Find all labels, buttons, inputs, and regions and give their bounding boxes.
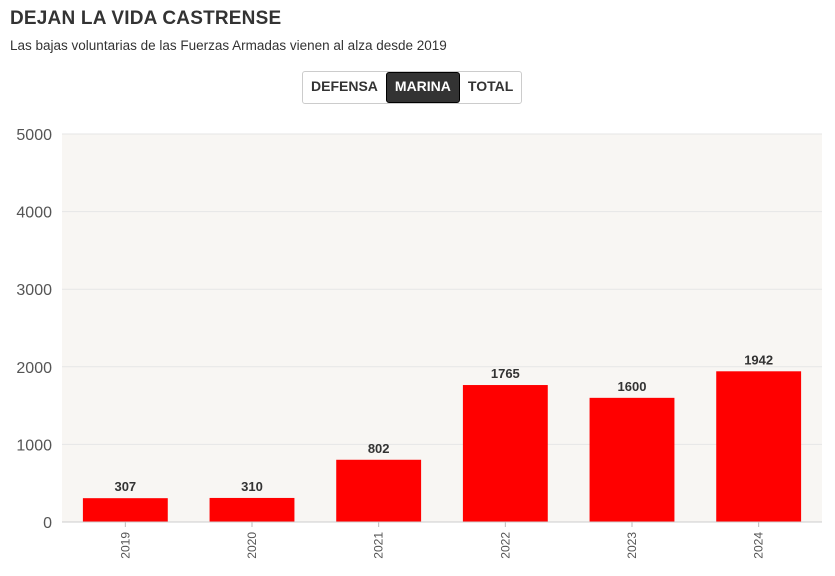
y-tick-label: 1000 [16, 437, 52, 454]
x-tick-label: 2020 [245, 532, 259, 559]
data-label: 307 [114, 479, 136, 494]
bar [716, 371, 802, 522]
x-tick-label: 2022 [498, 532, 512, 559]
chart-subtitle: Las bajas voluntarias de las Fuerzas Arm… [10, 38, 447, 53]
y-tick-label: 2000 [16, 360, 52, 377]
series-toggle: DEFENSA MARINA TOTAL [302, 71, 523, 104]
x-tick-label: 2021 [372, 532, 386, 559]
toggle-total-button[interactable]: TOTAL [467, 78, 514, 94]
y-tick-label: 5000 [16, 127, 52, 144]
bar [209, 497, 295, 522]
y-tick-label: 0 [43, 515, 52, 532]
toggle-marina-button[interactable]: MARINA [385, 72, 460, 103]
data-label: 1765 [491, 366, 520, 381]
data-label: 1942 [744, 352, 773, 367]
x-tick-label: 2023 [625, 532, 639, 559]
bar [82, 498, 168, 522]
x-tick-label: 2019 [118, 532, 132, 559]
bar [336, 459, 422, 522]
toggle-defensa-button[interactable]: DEFENSA [311, 78, 378, 94]
data-label: 1600 [618, 379, 647, 394]
chart-title: DEJAN LA VIDA CASTRENSE [10, 8, 282, 29]
data-label: 802 [368, 441, 390, 456]
y-tick-label: 4000 [16, 205, 52, 222]
bar [589, 397, 675, 522]
data-label: 310 [241, 479, 263, 494]
x-tick-label: 2024 [752, 532, 766, 559]
plot-area [62, 134, 822, 522]
y-tick-label: 3000 [16, 282, 52, 299]
bar [462, 385, 548, 522]
